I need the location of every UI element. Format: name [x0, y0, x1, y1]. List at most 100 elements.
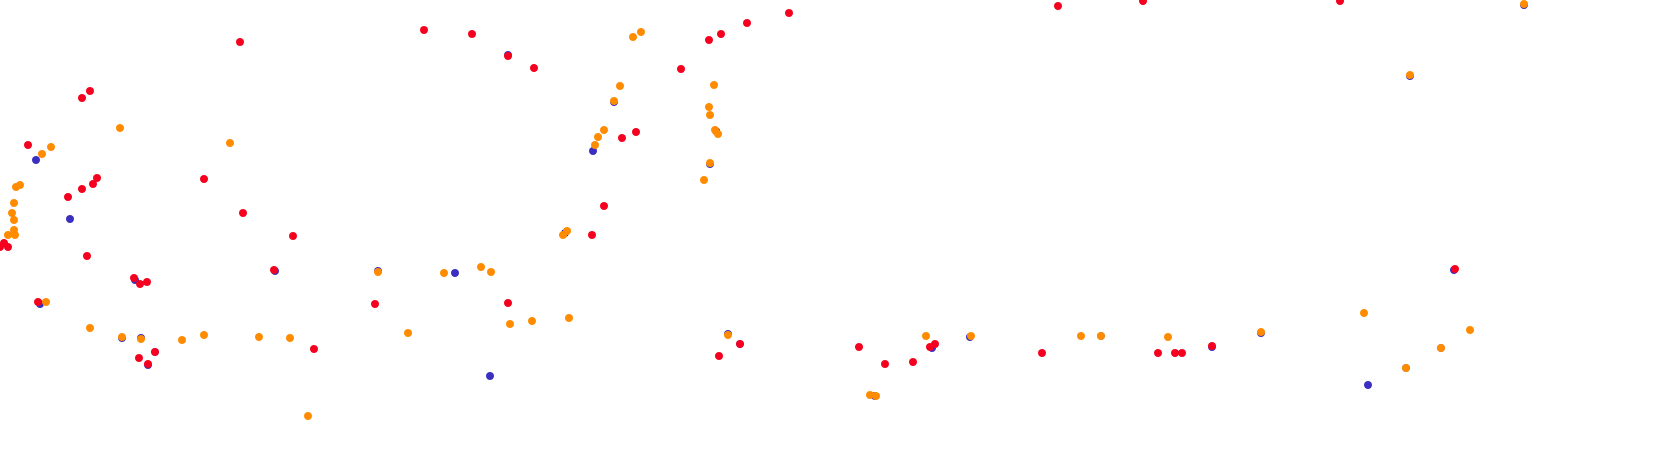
point [705, 103, 713, 111]
point [78, 185, 86, 193]
point [715, 352, 723, 360]
point [1178, 349, 1186, 357]
point [1360, 309, 1368, 317]
point [1364, 381, 1372, 389]
point [286, 334, 294, 342]
point [743, 19, 751, 27]
point [1336, 0, 1344, 5]
point [486, 372, 494, 380]
point [42, 298, 50, 306]
point [4, 231, 12, 239]
point [200, 331, 208, 339]
point [10, 216, 18, 224]
point [855, 343, 863, 351]
point [717, 30, 725, 38]
point [600, 126, 608, 134]
point [565, 314, 573, 322]
point [1154, 349, 1162, 357]
point [151, 348, 159, 356]
point [200, 175, 208, 183]
point [872, 392, 880, 400]
point [967, 332, 975, 340]
point [881, 360, 889, 368]
point [785, 9, 793, 17]
point [0, 239, 8, 247]
point [1466, 326, 1474, 334]
point [487, 268, 495, 276]
point [239, 209, 247, 217]
point [710, 81, 718, 89]
point [591, 141, 599, 149]
point [255, 333, 263, 341]
point [594, 133, 602, 141]
point [371, 300, 379, 308]
point [706, 111, 714, 119]
point [1171, 349, 1179, 357]
point [8, 209, 16, 217]
point [236, 38, 244, 46]
point [89, 180, 97, 188]
point [440, 269, 448, 277]
point [468, 30, 476, 38]
point [136, 280, 144, 288]
point [637, 28, 645, 36]
point [83, 252, 91, 260]
point [700, 176, 708, 184]
point [588, 231, 596, 239]
point [724, 331, 732, 339]
point [10, 199, 18, 207]
point [451, 269, 459, 277]
point [563, 227, 571, 235]
point [1139, 0, 1147, 5]
point [34, 298, 42, 306]
point [506, 320, 514, 328]
point [137, 335, 145, 343]
point [1406, 71, 1414, 79]
point [374, 268, 382, 276]
point [270, 266, 278, 274]
point [310, 345, 318, 353]
point [504, 52, 512, 60]
point [1402, 364, 1410, 372]
point [909, 358, 917, 366]
point [226, 139, 234, 147]
point [38, 150, 46, 158]
point [118, 333, 126, 341]
point [530, 64, 538, 72]
point [528, 317, 536, 325]
point [866, 391, 874, 399]
point [420, 26, 428, 34]
point [1257, 328, 1265, 336]
point [477, 263, 485, 271]
point [706, 159, 714, 167]
point [504, 299, 512, 307]
point [618, 134, 626, 142]
point [32, 156, 40, 164]
point [404, 329, 412, 337]
point [1054, 2, 1062, 10]
point [130, 274, 138, 282]
point [629, 33, 637, 41]
point [144, 360, 152, 368]
point [1437, 344, 1445, 352]
point [616, 82, 624, 90]
point [86, 324, 94, 332]
point [714, 130, 722, 138]
point [705, 36, 713, 44]
point [78, 94, 86, 102]
point [677, 65, 685, 73]
point [11, 231, 19, 239]
point [632, 128, 640, 136]
point [143, 278, 151, 286]
point [116, 124, 124, 132]
point [289, 232, 297, 240]
point [1451, 265, 1459, 273]
point [66, 215, 74, 223]
point [600, 202, 608, 210]
point [610, 97, 618, 105]
point [1038, 349, 1046, 357]
point [1520, 0, 1528, 8]
point [1097, 332, 1105, 340]
point [12, 183, 20, 191]
